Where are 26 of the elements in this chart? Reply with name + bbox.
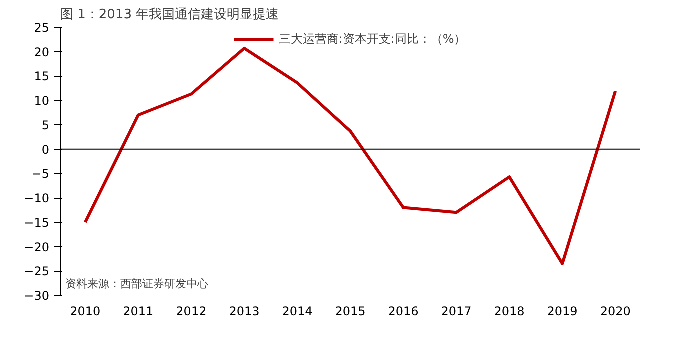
chart-title: 图 1：2013 年我国通信建设明显提速 <box>60 8 280 22</box>
x-tick-label: 2020 <box>600 304 631 318</box>
x-tick-label: 2011 <box>123 304 154 318</box>
x-tick-label: 2016 <box>388 304 419 318</box>
y-tick-label: 20 <box>34 45 50 60</box>
y-tick-label: −5 <box>32 167 50 182</box>
y-tick-label: 25 <box>34 21 50 35</box>
y-tick-label: 5 <box>42 118 50 132</box>
x-tick-label: 2012 <box>176 304 207 318</box>
x-tick-label: 2018 <box>494 304 525 318</box>
legend-label: 三大运营商:资本开支:同比：（%） <box>278 30 466 48</box>
y-tick-label: −10 <box>24 192 50 206</box>
x-tick-label: 2019 <box>547 304 578 318</box>
y-tick-label: 10 <box>34 94 50 108</box>
y-tick-label: −25 <box>24 264 50 279</box>
x-tick-label: 2010 <box>70 304 101 318</box>
y-tick-label: 15 <box>34 70 50 84</box>
x-tick-label: 2017 <box>441 304 472 318</box>
x-tick-label: 2015 <box>335 304 366 318</box>
annotation: 资料来源：西部证券研发中心 <box>66 278 208 290</box>
y-tick-label: −15 <box>24 216 50 230</box>
x-tick-label: 2014 <box>282 304 313 318</box>
x-tick-label: 2013 <box>229 304 260 318</box>
y-tick-label: −30 <box>24 289 50 303</box>
y-tick-label: 0 <box>42 142 50 157</box>
y-tick-label: −20 <box>24 240 50 254</box>
